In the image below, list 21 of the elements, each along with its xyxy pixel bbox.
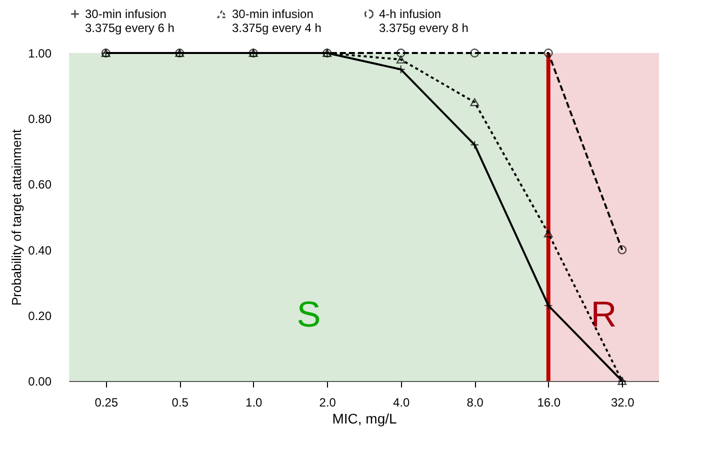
y-tick-label: 1.00 [28,46,52,60]
x-axis-title: MIC, mg/L [332,410,397,426]
x-tick-label: 1.0 [246,396,263,410]
x-tick-label: 8.0 [466,396,484,410]
x-tick-label: 32.0 [610,396,635,410]
y-tick-label: 0.60 [28,178,52,192]
band-label: R [590,293,617,334]
y-tick-label: 0.40 [28,243,52,258]
band-label: S [296,293,321,334]
x-tick-label: 16.0 [537,396,561,410]
x-tick-label: 0.5 [172,396,189,410]
y-tick-label: 0.20 [28,308,52,323]
y-tick-label: 0.00 [28,374,52,388]
x-tick-label: 2.0 [319,396,336,410]
legend-label: 30-min infusion 3.375g every 6 h [85,7,174,35]
y-axis-title: Probability of target attainment [9,128,24,306]
y-tick-label: 0.80 [28,112,52,126]
legend-label: 30-min infusion 3.375g every 4 h [232,7,322,35]
legend-label: 4-h infusion 3.375g every 8 h [379,7,468,35]
x-tick-label: 4.0 [393,396,410,410]
x-tick-label: 0.25 [94,396,118,410]
